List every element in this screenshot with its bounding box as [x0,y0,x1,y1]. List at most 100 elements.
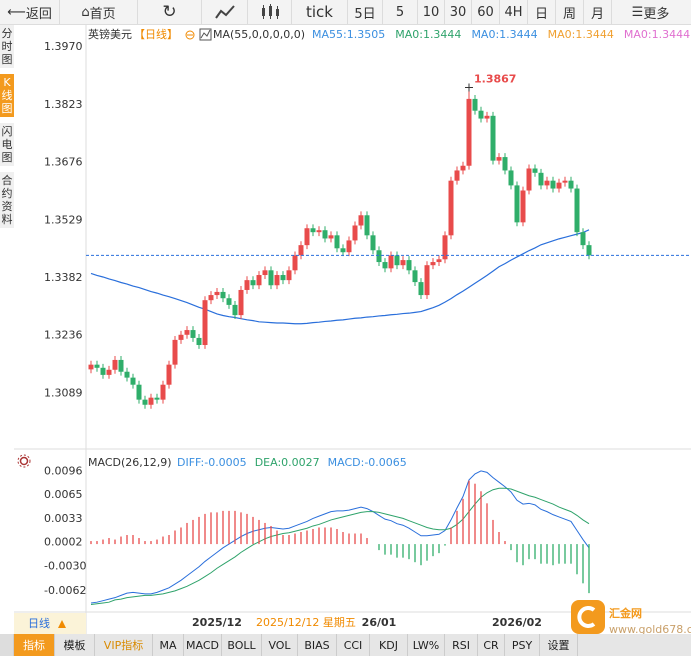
period-button[interactable]: 60 [472,0,500,24]
tab[interactable]: 指标 [14,634,55,656]
period-button[interactable]: 5日 [348,0,383,24]
candle-body [106,369,112,375]
tab[interactable]: VOL [262,634,298,656]
candle-body [130,377,136,385]
back-button[interactable]: ⟵ 返回 [0,0,60,24]
candle-body [154,397,160,400]
tab[interactable]: MA [153,634,184,656]
tick-button[interactable]: tick [292,0,348,24]
period-button[interactable] [14,613,86,634]
y-tick-label: 0.0002 [44,536,83,549]
macd-settings[interactable] [17,454,31,468]
candle-body [136,384,142,400]
tab[interactable]: BOLL [222,634,262,656]
candle-body [418,282,424,296]
tab[interactable]: CCI [337,634,370,656]
candle-body [490,115,496,161]
sidebar-tab[interactable]: 闪电图 [0,123,14,166]
sidebar-tab[interactable]: K线图 [0,74,14,117]
candle-body [376,250,382,263]
candle-body [424,265,430,296]
candle-body [250,280,256,286]
logo-icon [571,600,605,634]
y-tick-label: 1.3382 [44,271,83,284]
tab[interactable]: KDJ [370,634,408,656]
period-button[interactable]: 5 [383,0,418,24]
candle-body [520,190,526,223]
macd-title: MACD(26,12,9) [88,456,172,469]
x-tick-label: 2026/02 [492,616,542,629]
tab[interactable]: PSY [505,634,540,656]
period-button[interactable]: 日 [528,0,556,24]
tab-spacer [0,634,14,656]
candle-body [466,98,472,166]
more-button[interactable]: ☰ 更多 [631,4,670,22]
candle-body [538,172,544,186]
y-tick-label: 1.3236 [44,329,83,342]
candle-body [316,230,322,233]
candle-body [280,275,286,281]
logo-icon [577,606,596,628]
period-buttons: 5日 5 10 30 60 4H 日周月 [348,0,612,24]
candle-body [442,235,448,260]
y-tick-label: -0.0030 [44,560,86,573]
candle-body [478,110,484,119]
period-button[interactable]: 30 [445,0,472,24]
candle-body [556,182,562,189]
candle-body [334,235,340,249]
candle-body [232,304,238,316]
y-tick-label: 1.3089 [44,386,83,399]
macd-line [90,470,590,604]
tab[interactable]: MACD [184,634,222,656]
candle-button[interactable] [248,0,292,24]
candle-body [190,330,196,338]
candle-body [496,157,502,161]
tab[interactable]: LW% [408,634,445,656]
refresh-button[interactable]: ↻ [138,0,202,24]
sidebar-tab[interactable]: 分时图 [0,25,14,68]
tab[interactable]: RSI [445,634,478,656]
legend-item: MA0:1.3444 [395,28,461,41]
candle-body [526,168,532,191]
tab[interactable]: BIAS [298,634,337,656]
candle-body [292,255,298,271]
candle-body [118,359,124,372]
tab[interactable]: CR [478,634,505,656]
candle-body [394,255,400,266]
indicator-tabs: 指标 模板 VIP指标 MA MACD BOLL VOL BIAS CCI KDJ LW% RSI CR… [0,634,691,656]
home-button[interactable]: ⌂ 首页 [60,0,138,24]
ma-icon[interactable] [199,28,212,41]
candle-body [388,255,394,269]
chart-type-button[interactable] [202,0,248,24]
candle-body [184,330,190,335]
max-label: 1.3867 [474,73,516,86]
period-button[interactable]: 4H [500,0,528,24]
candle-body [274,275,280,286]
candle-body [364,215,370,236]
more-label: 更多 [643,6,670,22]
sidebar-tab[interactable]: 合约资料 [0,172,14,228]
macd-line [90,487,590,605]
tab[interactable]: 模板 [55,634,95,656]
collapse-icon[interactable] [185,30,195,40]
y-tick-label: 0.0033 [44,512,83,525]
candle-body [244,280,250,290]
candle-body [346,240,352,253]
candle-body [112,359,118,370]
period-button[interactable]: 周 [556,0,584,24]
candle-body [220,291,226,299]
tab[interactable]: 设置 [540,634,578,656]
candle-body [340,248,346,253]
chart-icon [214,5,235,19]
candle-body [328,235,334,239]
candle-body [304,228,310,246]
candle-body [352,225,358,241]
candle-body [124,371,130,378]
period-button[interactable]: 月 [584,0,612,24]
tab[interactable]: VIP指标 [95,634,153,656]
y-tick-label: 0.0065 [44,488,83,501]
period-button[interactable]: 10 [418,0,445,24]
candle-body [226,298,232,305]
candle-body [310,228,316,233]
